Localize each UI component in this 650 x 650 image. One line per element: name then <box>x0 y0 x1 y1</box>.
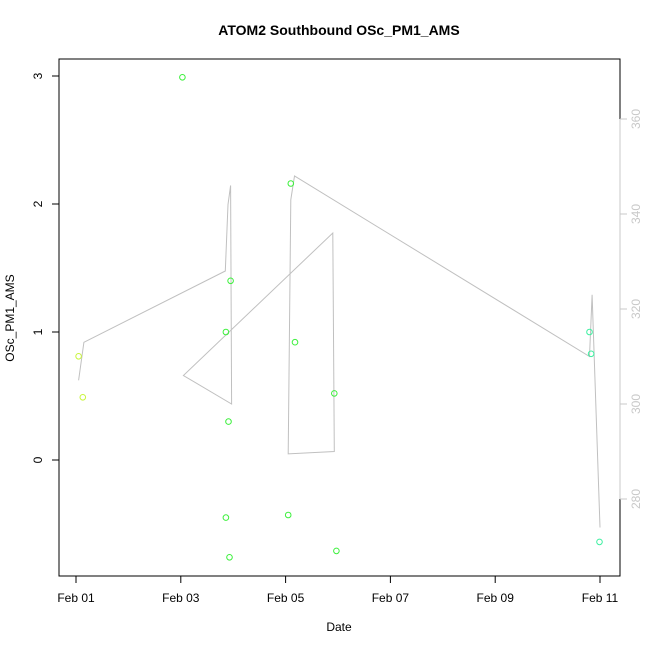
x-tick-label: Feb 07 <box>372 591 410 605</box>
x-tick-label: Feb 09 <box>477 591 515 605</box>
data-point <box>587 350 595 358</box>
data-point <box>291 338 299 346</box>
y-axis-label: OSc_PM1_AMS <box>3 274 17 361</box>
plot-box <box>58 58 621 577</box>
chart-title: ATOM2 Southbound OSc_PM1_AMS <box>218 22 459 38</box>
y-right-tick-label: 360 <box>629 109 643 129</box>
x-tick-label: Feb 05 <box>267 591 305 605</box>
data-point <box>179 74 186 81</box>
data-point <box>227 277 234 285</box>
data-point <box>79 394 87 401</box>
x-tick-label: Feb 01 <box>57 591 95 605</box>
x-axis: Feb 01 Feb 03 Feb 05 Feb 07 Feb 09 Feb 11 <box>57 575 619 605</box>
data-point <box>287 180 295 187</box>
data-point <box>75 353 82 360</box>
data-point <box>284 511 292 519</box>
data-point <box>225 418 232 425</box>
data-point <box>222 514 230 521</box>
data-point <box>222 328 230 336</box>
points-layer <box>75 74 603 561</box>
x-axis-label: Date <box>326 620 352 634</box>
data-point <box>226 554 233 561</box>
y-right-tick-label: 280 <box>629 489 643 509</box>
y-axis-right: 280 300 320 340 360 <box>619 109 643 509</box>
data-point <box>331 390 338 397</box>
y-right-tick-label: 300 <box>629 394 643 414</box>
data-point <box>586 328 593 336</box>
y-left-tick-label: 0 <box>31 456 45 463</box>
y-right-tick-label: 320 <box>629 299 643 319</box>
y-right-tick-label: 340 <box>629 204 643 224</box>
x-tick-label: Feb 03 <box>162 591 200 605</box>
y-axis-left: 0 1 2 3 <box>31 72 60 463</box>
series-line <box>78 175 601 528</box>
y-left-tick-label: 2 <box>31 200 45 207</box>
data-point <box>596 538 603 546</box>
y-left-tick-label: 3 <box>31 72 45 79</box>
data-point <box>333 547 340 555</box>
y-left-tick-label: 1 <box>31 328 45 335</box>
x-tick-label: Feb 11 <box>582 591 619 605</box>
line-layer <box>78 175 601 528</box>
